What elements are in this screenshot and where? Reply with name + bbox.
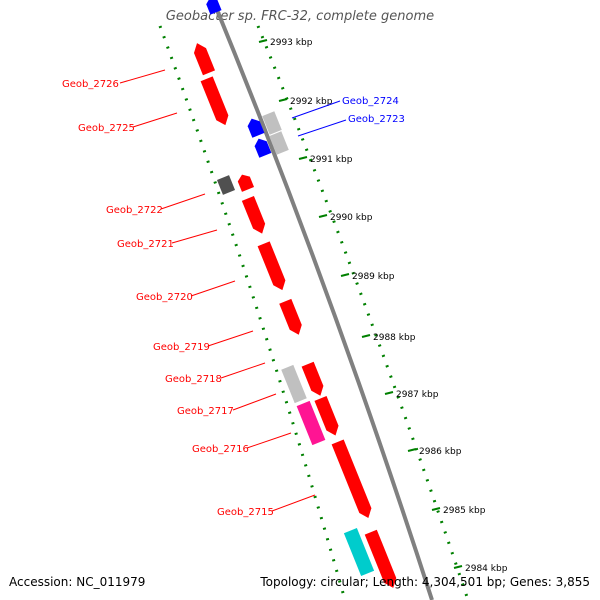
gene-label: Geob_2719 <box>153 342 210 353</box>
gene-label: Geob_2718 <box>165 374 222 385</box>
gene-label: Geob_2726 <box>62 79 119 90</box>
gene-geob-2719-arrow <box>279 298 302 335</box>
kbp-tick-label: 2987 kbp <box>396 390 439 400</box>
gene-label-leader-line <box>160 193 206 210</box>
kbp-tick-label: 2984 kbp <box>465 564 508 574</box>
gene-label-leader-line <box>297 119 347 137</box>
kbp-tick-mark <box>407 448 417 452</box>
kbp-tick-label: 2991 kbp <box>310 155 353 165</box>
kbp-tick-mark <box>278 98 288 102</box>
kbp-tick-mark <box>453 565 463 569</box>
gene-geob-2722-arrow <box>237 174 255 192</box>
gene-geob-2715-arrow <box>331 439 372 519</box>
gene-geob-2718-arrow <box>301 361 324 396</box>
topology-label: Topology: circular; Length: 4,304,501 bp… <box>260 575 590 589</box>
genome-backbone <box>211 0 434 600</box>
kbp-tick-label: 2993 kbp <box>270 38 313 48</box>
kbp-tick-label: 2990 kbp <box>330 213 373 223</box>
kbp-tick-mark <box>361 334 371 338</box>
gene-geob-2720-arrow <box>257 241 286 291</box>
gene-label-leader-line <box>190 280 236 297</box>
kbp-tick-label: 2985 kbp <box>443 506 486 516</box>
gene-unlabeled-grey-arrow <box>216 175 236 195</box>
accession-label: Accession: NC_011979 <box>9 575 146 589</box>
gene-geob-2723-arrow <box>254 138 272 158</box>
gene-cyan-arrow <box>343 528 375 576</box>
gene-label-leader-line <box>220 362 266 379</box>
gene-label: Geob_2717 <box>177 406 234 417</box>
kbp-tick-label: 2989 kbp <box>352 272 395 282</box>
gene-label-leader-line <box>119 69 166 84</box>
genome-title: Geobacter sp. FRC-32, complete genome <box>165 9 435 24</box>
gene-label: Geob_2721 <box>117 239 174 250</box>
gene-label-leader-line <box>207 330 254 347</box>
gene-label: Geob_2724 <box>342 96 399 107</box>
gene-label: Geob_2725 <box>78 123 135 134</box>
gene-label: Geob_2723 <box>348 114 405 125</box>
kbp-tick-mark <box>298 156 308 160</box>
gene-grey-top-b-arrow <box>269 131 289 155</box>
kbp-tick-label: 2986 kbp <box>419 447 462 457</box>
kbp-tick-mark <box>340 273 350 277</box>
kbp-tick-label: 2988 kbp <box>373 333 416 343</box>
gene-label-leader-line <box>271 494 316 512</box>
gene-label: Geob_2722 <box>106 205 163 216</box>
kbp-tick-label: 2992 kbp <box>290 97 333 107</box>
gene-geob-2724-arrow <box>247 118 265 138</box>
gene-geob-2717-arrow <box>314 396 339 436</box>
gene-label: Geob_2715 <box>217 507 274 518</box>
gene-red-bottom-arrow <box>364 529 397 588</box>
kbp-tick-mark <box>258 39 268 43</box>
gene-geob-2725-arrow <box>200 76 229 126</box>
kbp-tick-mark <box>318 214 328 218</box>
gene-label-leader-line <box>232 393 277 411</box>
gene-label-leader-line <box>171 229 218 244</box>
gene-label-leader-line <box>291 100 341 119</box>
gene-label-leader-line <box>246 432 292 449</box>
gene-geob-2721-arrow <box>241 195 266 234</box>
gene-grey-top-a-arrow <box>262 111 282 135</box>
gene-label-leader-line <box>132 112 178 128</box>
gene-label: Geob_2716 <box>192 444 249 455</box>
gene-blue-top-arrow <box>206 0 222 15</box>
gene-grey-arrow <box>281 364 307 404</box>
gene-label: Geob_2720 <box>136 292 193 303</box>
kbp-tick-mark <box>384 391 394 395</box>
gene-geob-2726-arrow <box>193 43 216 76</box>
gene-geob-2716-arrow <box>296 400 326 446</box>
kbp-tick-mark <box>431 507 441 511</box>
